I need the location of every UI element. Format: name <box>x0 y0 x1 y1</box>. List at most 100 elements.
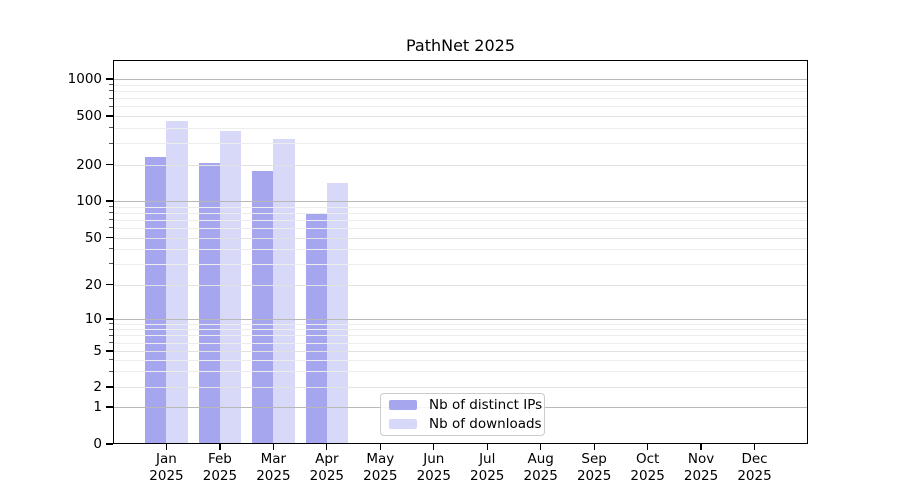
x-tick-label: Jul 2025 <box>455 451 519 484</box>
x-tick-mark <box>379 444 381 450</box>
y-tick-mark <box>106 283 113 286</box>
legend-label: Nb of downloads <box>429 416 542 432</box>
gridline-minor <box>114 342 807 344</box>
bar-mar-distinct-ips <box>252 170 274 443</box>
gridline-minor <box>114 371 807 373</box>
x-tick-label-month: Oct <box>635 451 660 467</box>
x-tick-mark <box>753 444 756 450</box>
y-minor-tick-mark <box>109 328 113 330</box>
y-tick-label: 20 <box>84 276 102 293</box>
legend-label: Nb of distinct IPs <box>429 397 543 413</box>
x-tick-label-year: 2025 <box>363 467 398 484</box>
x-tick-label-month: Jul <box>479 451 496 467</box>
legend-item-distinct-ips: Nb of distinct IPs <box>387 397 542 413</box>
x-tick-label-year: 2025 <box>149 467 184 484</box>
y-minor-tick-mark <box>109 359 113 361</box>
gridline-minor <box>114 143 807 145</box>
x-tick-label-month: Jan <box>156 451 177 467</box>
y-tick-label: 1 <box>93 399 102 415</box>
x-tick-label: May 2025 <box>348 451 412 484</box>
x-tick-label: Feb 2025 <box>188 451 252 484</box>
x-tick-label: Aug 2025 <box>509 451 573 484</box>
x-tick-label: Jan 2025 <box>134 451 198 484</box>
y-minor-tick-mark <box>109 142 113 144</box>
y-minor-tick-mark <box>109 105 113 107</box>
x-tick-label-month: Aug <box>527 451 554 467</box>
gridline-minor-labeled <box>114 284 807 286</box>
gridline-minor <box>114 212 807 214</box>
y-tick-mark <box>106 318 113 320</box>
y-minor-tick-mark <box>109 206 113 208</box>
plot-area <box>113 60 808 444</box>
x-tick-label-month: Nov <box>687 451 715 467</box>
x-tick-mark <box>326 444 328 450</box>
y-minor-tick-mark <box>109 219 113 221</box>
gridline-minor <box>114 323 807 325</box>
gridline-minor <box>114 219 807 221</box>
gridline-minor <box>114 127 807 129</box>
legend-item-downloads: Nb of downloads <box>387 416 542 432</box>
legend-color-swatch-distinct-ips <box>389 400 417 410</box>
y-tick-label: 500 <box>76 108 102 124</box>
y-minor-tick-mark <box>109 323 113 325</box>
x-tick-label-month: Mar <box>260 451 287 467</box>
x-tick-mark <box>165 444 168 450</box>
gridline-minor <box>114 335 807 337</box>
x-tick-label-month: Sep <box>581 451 607 467</box>
y-minor-tick-mark <box>109 127 113 129</box>
x-tick-mark <box>433 444 435 450</box>
gridline-minor <box>114 359 807 361</box>
y-tick-mark <box>106 200 113 202</box>
bar-mar-downloads <box>273 139 295 443</box>
x-tick-label: Apr 2025 <box>295 451 359 484</box>
bar-apr-downloads <box>326 183 349 443</box>
gridline-minor <box>114 227 807 229</box>
x-tick-label-year: 2025 <box>470 467 505 484</box>
y-tick-label: 0 <box>93 436 102 452</box>
x-tick-label-year: 2025 <box>416 467 451 484</box>
x-tick-mark <box>540 444 542 450</box>
bar-apr-distinct-ips <box>305 212 327 443</box>
x-tick-label-year: 2025 <box>683 467 719 484</box>
y-minor-tick-mark <box>109 212 113 214</box>
y-tick-mark <box>106 350 113 352</box>
y-tick-label: 200 <box>76 156 102 173</box>
x-tick-label-year: 2025 <box>256 467 291 484</box>
gridline-minor <box>114 206 807 208</box>
x-tick-mark <box>486 444 488 450</box>
x-tick-label: Dec 2025 <box>723 451 787 484</box>
y-minor-tick-mark <box>109 97 113 99</box>
x-tick-label-year: 2025 <box>202 467 238 484</box>
gridline-minor <box>114 90 807 92</box>
x-tick-label: Nov 2025 <box>669 451 733 484</box>
gridline-major <box>114 201 807 202</box>
gridline-minor <box>114 84 807 86</box>
gridline-minor <box>114 329 807 331</box>
x-tick-label-month: Apr <box>315 451 339 467</box>
y-tick-label: 10 <box>84 311 102 327</box>
y-tick-mark <box>106 443 113 445</box>
y-tick-mark <box>106 386 113 388</box>
gridline-minor-labeled <box>114 237 807 239</box>
x-tick-label-year: 2025 <box>630 467 665 484</box>
y-minor-tick-mark <box>109 334 113 336</box>
gridline-minor-labeled <box>114 351 807 352</box>
y-minor-tick-mark <box>109 227 113 229</box>
x-tick-label: Oct 2025 <box>616 451 680 484</box>
y-minor-tick-mark <box>109 90 113 92</box>
gridline-minor-labeled <box>114 116 807 117</box>
legend-box: Nb of distinct IPs Nb of downloads <box>380 393 545 436</box>
x-tick-label-month: Dec <box>741 451 768 467</box>
y-tick-label: 2 <box>93 379 102 395</box>
bar-feb-distinct-ips <box>198 163 220 443</box>
y-minor-tick-mark <box>109 370 113 372</box>
y-minor-tick-mark <box>109 342 113 344</box>
x-tick-label-year: 2025 <box>737 467 772 484</box>
gridline-minor-labeled <box>114 164 807 166</box>
x-tick-mark <box>219 444 221 450</box>
gridline-minor <box>114 263 807 265</box>
legend-color-swatch-downloads <box>389 419 417 429</box>
chart-title: PathNet 2025 <box>405 36 516 55</box>
y-tick-mark <box>106 115 113 117</box>
